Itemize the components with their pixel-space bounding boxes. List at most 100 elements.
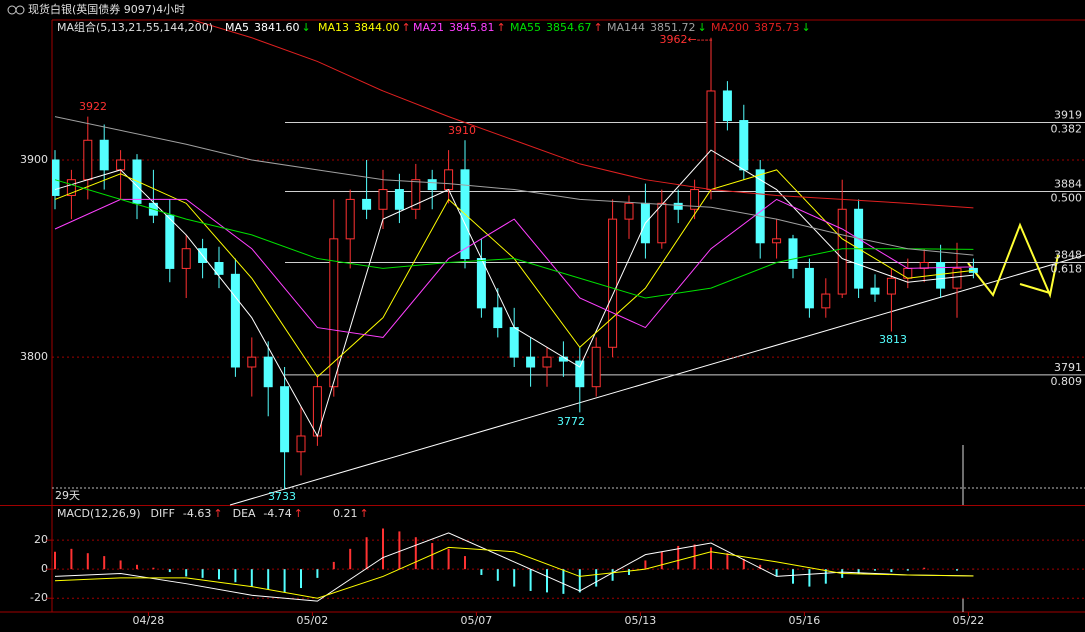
candle-body [362, 198, 372, 210]
candle-body [870, 287, 880, 295]
candle [329, 199, 339, 397]
candle [247, 337, 257, 397]
candle-body [706, 90, 716, 191]
candle [772, 219, 782, 259]
macd-readout: MACD(12,26,9) DIFF -4.63 ↑ DEA -4.74 ↑ 0.21 ↑ [57, 507, 369, 520]
candle-body [624, 202, 634, 220]
legend-entry: MA144 3851.72 ↓ [607, 21, 707, 34]
y-tick-label: 3800 [20, 350, 48, 363]
legend-name: DIFF [151, 507, 175, 520]
legend-name: MA144 [607, 21, 645, 34]
candle [526, 337, 536, 387]
candle-body [280, 386, 290, 453]
x-tick-label: 05/02 [297, 614, 329, 627]
candle-body [837, 208, 847, 295]
candle [657, 189, 667, 249]
labels: 3900 3800 20 0 -20 04/28 05/02 05/07 05/13 05/16 0… [20, 20, 1082, 627]
candle [755, 159, 765, 259]
legend-entry: MA55 3854.67 ↑ [510, 21, 603, 34]
ma-line [54, 149, 974, 438]
candle-body [378, 189, 388, 210]
level-price: 3848 [1054, 249, 1082, 262]
macd-line [54, 546, 974, 599]
x-tick-label: 05/22 [953, 614, 985, 627]
annotation: 3733 [268, 490, 296, 503]
macd-tick-label: -20 [30, 591, 48, 604]
candle-body [739, 120, 749, 171]
candle [804, 258, 814, 318]
candle-body [886, 277, 896, 295]
annotation: 3922 [79, 100, 107, 113]
candle-body [411, 179, 421, 210]
candle-body [444, 169, 454, 191]
candle [673, 189, 683, 224]
legend-value: 3851.72 [650, 21, 696, 34]
candle [788, 234, 798, 279]
candle-body [181, 248, 191, 269]
legend-trend: ↑ [497, 21, 506, 34]
candle [230, 258, 240, 377]
candle [936, 244, 946, 298]
candle-body [608, 218, 618, 348]
legend-name: MA200 [711, 21, 749, 34]
candle-body [722, 90, 732, 122]
legend-name: MA55 [510, 21, 541, 34]
legend-trend: ↓ [802, 21, 811, 34]
macd-tick-label: 0 [41, 562, 48, 575]
candle-body [345, 198, 355, 240]
candle [722, 81, 732, 131]
annotation: 3910 [448, 124, 476, 137]
legend-entry: MA200 3875.73 ↓ [711, 21, 811, 34]
level-price: 3919 [1054, 109, 1082, 122]
candle [493, 288, 503, 338]
legend-name: DEA [233, 507, 256, 520]
annotation: 3962←---- [659, 33, 712, 46]
candle [870, 274, 880, 302]
legend-value: 3845.81 [449, 21, 495, 34]
candle-body [247, 356, 257, 368]
candle [394, 173, 404, 224]
candle [280, 366, 290, 490]
candle-body [821, 293, 831, 309]
price-plot [52, 20, 1085, 490]
candle-body [493, 307, 503, 329]
candle-body [755, 169, 765, 244]
candle [345, 189, 355, 269]
candle-body [509, 327, 519, 358]
ma-line [54, 179, 974, 299]
macd-tick-label: 20 [34, 533, 48, 546]
legend-trend: ↓ [302, 21, 311, 34]
candle-body [804, 267, 814, 309]
legend-trend: ↑ [360, 507, 369, 520]
candle-body [329, 238, 339, 388]
projection-path [1019, 283, 1051, 294]
x-tick-label: 05/07 [461, 614, 493, 627]
period-label: 29天 [55, 489, 80, 502]
candle-body [312, 386, 322, 437]
ma-line [191, 20, 974, 209]
annotation: 3813 [879, 333, 907, 346]
legend-value: 0.21 [333, 507, 358, 520]
candle-body [214, 262, 224, 275]
candle-body [476, 258, 486, 309]
candle [542, 347, 552, 387]
candle [575, 347, 585, 413]
candle-body [116, 159, 126, 171]
candle [296, 406, 306, 476]
candle [362, 159, 372, 220]
macd-line [54, 532, 974, 602]
macd-plot [52, 528, 1085, 602]
level-ratio: 0.618 [1051, 263, 1083, 276]
candle-body [936, 262, 946, 289]
candle [427, 169, 437, 210]
candle [821, 278, 831, 318]
candle-body [575, 360, 585, 388]
legend-value: -4.63 [183, 507, 211, 520]
legend-trend: ↓ [698, 21, 707, 34]
candle [886, 268, 896, 332]
legend-name: MA21 [413, 21, 444, 34]
legend-trend: ↑ [402, 21, 411, 34]
x-tick-label: 05/16 [789, 614, 821, 627]
projection-path [967, 222, 1059, 299]
